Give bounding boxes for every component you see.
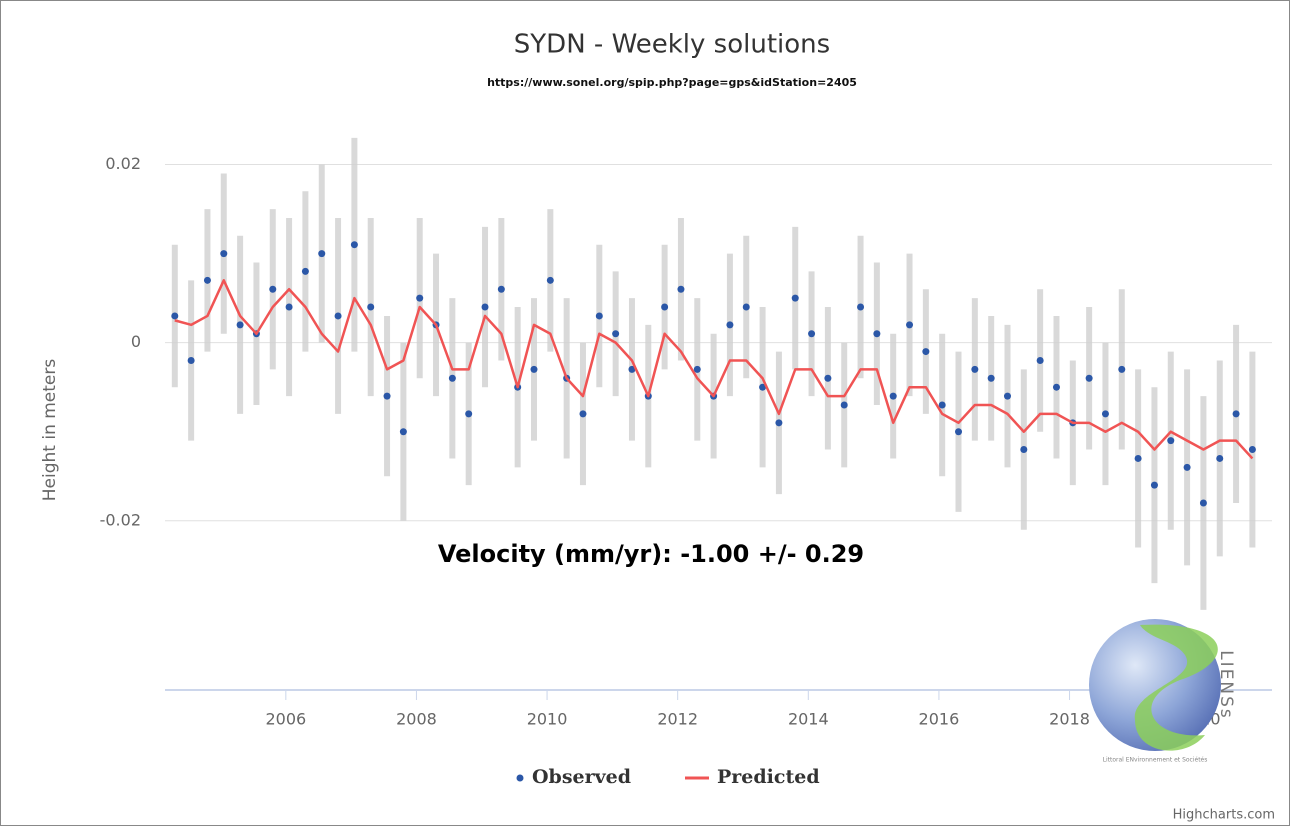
- observed-point: [775, 419, 783, 427]
- observed-point: [220, 250, 228, 258]
- observed-point: [497, 285, 505, 293]
- observed-point: [318, 250, 326, 258]
- observed-point: [399, 428, 407, 436]
- observed-point: [1134, 454, 1142, 462]
- observed-point: [171, 312, 179, 320]
- observed-point: [677, 285, 685, 293]
- observed-point: [1199, 499, 1207, 507]
- logo: LIENSs Littoral ENvironnement et Société…: [1089, 619, 1236, 764]
- observed-point: [1052, 383, 1060, 391]
- observed-point: [595, 312, 603, 320]
- observed-point: [203, 276, 211, 284]
- observed-point: [481, 303, 489, 311]
- observed-point: [922, 348, 930, 356]
- observed-point: [938, 401, 946, 409]
- legend-marker: [516, 774, 524, 782]
- legend-label: Observed: [532, 766, 631, 788]
- observed-point: [448, 374, 456, 382]
- y-tick-label: 0.02: [105, 154, 141, 173]
- observed-point: [383, 392, 391, 400]
- credits: Highcharts.com: [1173, 808, 1275, 823]
- observed-point: [285, 303, 293, 311]
- observed-point: [808, 330, 816, 338]
- observed-point: [1232, 410, 1240, 418]
- observed-point: [1248, 446, 1256, 454]
- observed-point: [579, 410, 587, 418]
- x-tick-label: 2016: [919, 710, 960, 729]
- observed-point: [1020, 446, 1028, 454]
- y-axis-label: Height in meters: [40, 359, 60, 502]
- observed-point: [726, 321, 734, 329]
- observed-point: [1216, 454, 1224, 462]
- observed-point: [350, 241, 358, 249]
- observed-point: [301, 267, 309, 275]
- predicted-line: [174, 279, 1254, 460]
- x-tick-label: 2014: [788, 710, 829, 729]
- observed-point: [857, 303, 865, 311]
- y-tick-label: -0.02: [100, 510, 141, 529]
- observed-point: [269, 285, 277, 293]
- chart-subtitle: https://www.sonel.org/spip.php?page=gps&…: [487, 76, 857, 89]
- observed-point: [1150, 481, 1158, 489]
- x-tick-label: 2006: [265, 710, 306, 729]
- observed-point: [1118, 365, 1126, 373]
- observed-point: [987, 374, 995, 382]
- observed-point: [530, 365, 538, 373]
- observed-point: [1183, 463, 1191, 471]
- observed-point: [742, 303, 750, 311]
- observed-point: [1036, 356, 1044, 364]
- x-tick-label: 2010: [527, 710, 568, 729]
- x-tick-label: 2018: [1049, 710, 1090, 729]
- observed-point: [1085, 374, 1093, 382]
- legend: Observed Predicted: [516, 766, 820, 788]
- x-tick-label: 2012: [657, 710, 698, 729]
- observed-point: [955, 428, 963, 436]
- legend-label: Predicted: [717, 766, 820, 788]
- x-tick-label: 2008: [396, 710, 437, 729]
- observed-point: [1167, 437, 1175, 445]
- plot-area: -0.0200.02200620082010201220142016201820…: [100, 137, 1272, 729]
- observed-point: [791, 294, 799, 302]
- observed-point: [1003, 392, 1011, 400]
- observed-point: [889, 392, 897, 400]
- observed-point: [367, 303, 375, 311]
- logo-shape: [1134, 624, 1218, 751]
- annotation: Velocity (mm/yr): -1.00 +/- 0.29: [438, 540, 864, 568]
- observed-point: [416, 294, 424, 302]
- observed-point: [546, 276, 554, 284]
- chart-title: SYDN - Weekly solutions: [514, 30, 830, 60]
- observed-point: [187, 356, 195, 364]
- observed-point: [971, 365, 979, 373]
- observed-point: [334, 312, 342, 320]
- observed-point: [236, 321, 244, 329]
- observed-point: [661, 303, 669, 311]
- observed-point: [1101, 410, 1109, 418]
- observed-point: [824, 374, 832, 382]
- observed-point: [628, 365, 636, 373]
- observed-point: [906, 321, 914, 329]
- observed-point: [759, 383, 767, 391]
- observed-point: [465, 410, 473, 418]
- observed-point: [693, 365, 701, 373]
- observed-point: [612, 330, 620, 338]
- logo-text: LIENSs: [1216, 650, 1236, 720]
- observed-point: [840, 401, 848, 409]
- y-tick-label: 0: [131, 332, 141, 351]
- logo-caption: Littoral ENvironnement et Sociétés: [1103, 757, 1208, 764]
- observed-point: [873, 330, 881, 338]
